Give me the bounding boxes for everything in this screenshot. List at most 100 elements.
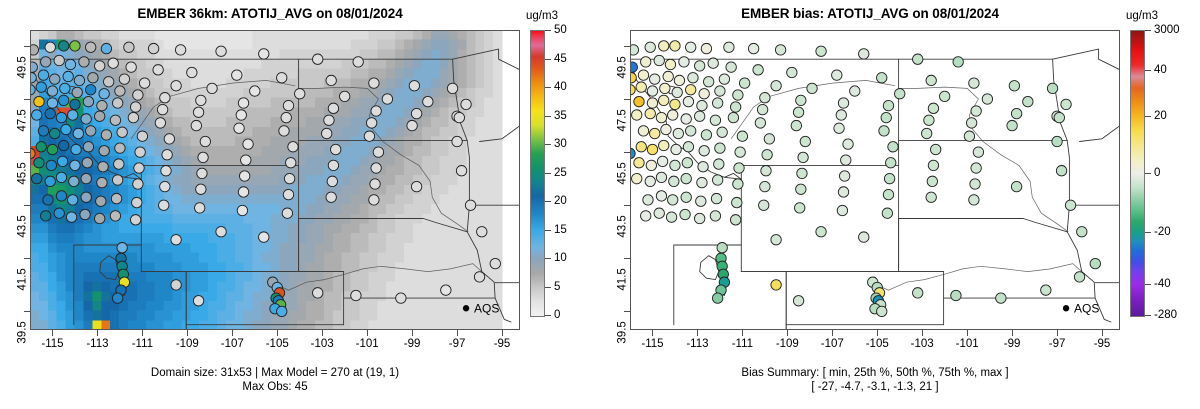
station-marker[interactable]	[114, 142, 126, 154]
station-marker[interactable]	[707, 57, 719, 69]
station-marker[interactable]	[927, 102, 940, 114]
station-marker[interactable]	[716, 242, 728, 254]
station-marker[interactable]	[694, 110, 706, 122]
station-marker[interactable]	[836, 204, 849, 217]
station-marker[interactable]	[930, 143, 942, 156]
station-marker[interactable]	[370, 105, 382, 117]
station-marker[interactable]	[876, 72, 888, 84]
station-marker[interactable]	[970, 105, 982, 117]
station-marker[interactable]	[1022, 96, 1034, 108]
station-marker[interactable]	[763, 133, 776, 145]
station-marker[interactable]	[1010, 180, 1023, 193]
station-marker[interactable]	[667, 109, 679, 121]
station-marker[interactable]	[1055, 165, 1068, 177]
station-marker[interactable]	[60, 123, 72, 136]
station-marker[interactable]	[161, 149, 173, 161]
station-marker[interactable]	[698, 88, 710, 100]
station-marker[interactable]	[94, 110, 106, 122]
station-marker[interactable]	[312, 53, 324, 65]
station-marker[interactable]	[96, 176, 108, 189]
station-marker[interactable]	[754, 117, 767, 129]
station-marker[interactable]	[160, 165, 172, 177]
station-marker[interactable]	[668, 175, 680, 187]
station-marker[interactable]	[635, 141, 647, 153]
station-marker[interactable]	[55, 171, 68, 184]
station-marker[interactable]	[79, 208, 91, 221]
station-marker[interactable]	[451, 135, 463, 148]
station-marker[interactable]	[700, 42, 713, 55]
station-marker[interactable]	[912, 287, 924, 299]
station-marker[interactable]	[682, 96, 695, 108]
station-marker[interactable]	[882, 188, 895, 201]
station-marker[interactable]	[633, 96, 645, 108]
station-marker[interactable]	[1076, 226, 1088, 238]
station-marker[interactable]	[925, 191, 937, 203]
station-marker[interactable]	[327, 159, 340, 172]
station-marker[interactable]	[797, 151, 809, 164]
station-marker[interactable]	[258, 231, 270, 243]
station-marker[interactable]	[833, 122, 845, 134]
station-marker[interactable]	[1073, 271, 1086, 283]
station-marker[interactable]	[67, 109, 79, 121]
station-marker[interactable]	[727, 111, 740, 124]
station-marker[interactable]	[287, 141, 299, 153]
station-marker[interactable]	[476, 226, 488, 238]
map-svg-model[interactable]: AQS	[30, 30, 520, 330]
station-marker[interactable]	[761, 149, 773, 161]
station-marker[interactable]	[196, 167, 208, 180]
station-marker[interactable]	[1053, 111, 1065, 124]
station-marker[interactable]	[56, 155, 69, 168]
station-marker[interactable]	[685, 125, 697, 137]
station-marker[interactable]	[440, 284, 452, 296]
station-marker[interactable]	[678, 56, 690, 68]
station-marker[interactable]	[33, 96, 45, 108]
station-marker[interactable]	[752, 64, 764, 76]
station-marker[interactable]	[170, 234, 182, 246]
station-marker[interactable]	[110, 192, 123, 205]
station-marker[interactable]	[372, 146, 385, 158]
station-marker[interactable]	[233, 122, 245, 134]
station-marker[interactable]	[82, 96, 95, 108]
map-svg-bias[interactable]: AQS	[630, 30, 1120, 330]
station-marker[interactable]	[206, 82, 218, 95]
station-marker[interactable]	[630, 44, 640, 56]
station-marker[interactable]	[880, 111, 892, 124]
station-marker[interactable]	[646, 85, 659, 97]
station-marker[interactable]	[969, 178, 981, 190]
station-marker[interactable]	[339, 90, 351, 103]
station-marker[interactable]	[925, 74, 937, 87]
station-marker[interactable]	[30, 72, 37, 84]
station-marker[interactable]	[658, 94, 670, 107]
station-marker[interactable]	[58, 94, 70, 107]
station-marker[interactable]	[116, 126, 128, 138]
station-marker[interactable]	[109, 210, 122, 222]
station-marker[interactable]	[815, 45, 827, 57]
station-marker[interactable]	[736, 130, 749, 142]
station-marker[interactable]	[97, 161, 109, 173]
station-marker[interactable]	[87, 72, 99, 84]
station-marker[interactable]	[249, 85, 261, 97]
station-marker[interactable]	[65, 211, 78, 223]
station-marker[interactable]	[927, 159, 940, 172]
station-marker[interactable]	[395, 292, 407, 304]
station-marker[interactable]	[45, 159, 58, 172]
station-marker[interactable]	[170, 279, 182, 291]
station-marker[interactable]	[123, 41, 135, 53]
station-marker[interactable]	[1064, 199, 1077, 211]
station-marker[interactable]	[156, 104, 169, 116]
station-marker[interactable]	[665, 211, 678, 223]
station-marker[interactable]	[709, 210, 722, 222]
station-marker[interactable]	[113, 158, 125, 170]
station-marker[interactable]	[630, 72, 637, 84]
station-marker[interactable]	[883, 173, 896, 185]
station-marker[interactable]	[242, 138, 254, 150]
station-marker[interactable]	[733, 162, 745, 174]
station-markers[interactable]	[30, 40, 501, 318]
station-marker[interactable]	[381, 93, 394, 105]
station-marker[interactable]	[406, 119, 418, 132]
station-marker[interactable]	[685, 41, 697, 53]
station-marker[interactable]	[350, 289, 362, 302]
station-marker[interactable]	[664, 58, 677, 71]
station-marker[interactable]	[58, 139, 70, 152]
station-marker[interactable]	[680, 113, 692, 125]
